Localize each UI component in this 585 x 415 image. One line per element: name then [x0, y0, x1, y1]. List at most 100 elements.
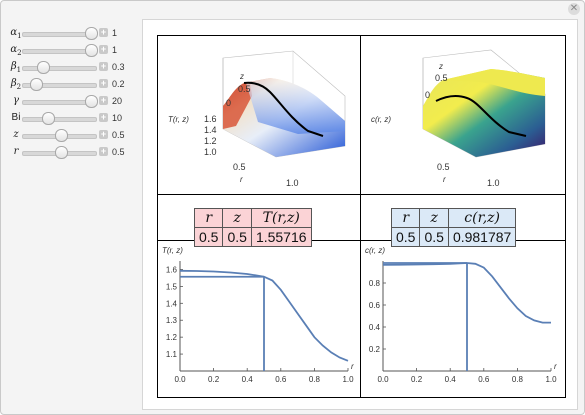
- slider-row: α2 +1: [6, 43, 136, 59]
- y-axis-label: c(r, z): [365, 246, 385, 255]
- x-tick-label: 0.4: [445, 375, 457, 384]
- y-tick-label: 1.3: [166, 316, 178, 325]
- x-tick-label: 0.8: [309, 375, 321, 384]
- expand-plus-icon[interactable]: +: [99, 146, 108, 156]
- x-axis-label: r: [554, 362, 557, 371]
- slider-thumb[interactable]: [85, 95, 99, 108]
- slider-row: Bi +10: [6, 111, 136, 127]
- temperature-surface-plot[interactable]: z 0.5 0 T(r, z) 1.6 1.4 1.2 1.0 0.5 r 1.…: [158, 36, 360, 194]
- slider-row: r +0.5: [6, 145, 136, 161]
- slider-label: r: [13, 146, 19, 157]
- slider-row: γ +20: [6, 94, 136, 110]
- slider-value: 10: [112, 113, 123, 123]
- svg-text:1.0: 1.0: [286, 178, 299, 188]
- x-tick-label: 1.0: [545, 375, 557, 384]
- expand-plus-icon[interactable]: +: [99, 95, 108, 105]
- y-tick-label: 0.6: [369, 301, 381, 310]
- y-axis-label: T(r, z): [162, 246, 183, 255]
- slider-track[interactable]: [22, 66, 97, 71]
- x-tick-label: 0.0: [174, 375, 186, 384]
- x-tick-label: 1.0: [342, 375, 354, 384]
- slider-row: β2 +0.2: [6, 77, 136, 93]
- slider-label: γ: [13, 95, 19, 106]
- expand-plus-icon[interactable]: +: [99, 27, 108, 37]
- slider-thumb[interactable]: [55, 129, 68, 142]
- svg-text:0.5: 0.5: [437, 162, 450, 172]
- slider-thumb[interactable]: [29, 78, 43, 91]
- concentration-surface-plot[interactable]: z 0.5 0 c(r, z) 0.5 r 1.0: [361, 36, 565, 194]
- svg-text:c(r, z): c(r, z): [371, 115, 391, 124]
- temperature-curve-3d: [243, 81, 324, 137]
- surf-t-xlabel: r: [240, 175, 243, 184]
- slider-value: 20: [112, 96, 123, 106]
- x-axis-label: r: [351, 362, 354, 371]
- svg-text:1.0: 1.0: [487, 178, 500, 188]
- slider-thumb[interactable]: [55, 146, 68, 159]
- expand-plus-icon[interactable]: +: [99, 44, 108, 54]
- x-tick-label: 0.2: [208, 375, 220, 384]
- svg-text:1.4: 1.4: [204, 125, 217, 135]
- temperature-value-table: r z T(r,z) 0.5 0.5 1.55716: [193, 208, 312, 247]
- x-tick-label: 0.6: [478, 375, 490, 384]
- svg-text:1.0: 1.0: [204, 147, 217, 157]
- close-icon[interactable]: ✕: [568, 3, 580, 15]
- slider-value: 0.5: [112, 130, 125, 140]
- slider-thumb[interactable]: [41, 112, 55, 125]
- svg-text:0: 0: [425, 90, 430, 100]
- slider-label: β2: [10, 78, 22, 91]
- svg-text:0.5: 0.5: [238, 84, 251, 94]
- expand-plus-icon[interactable]: +: [99, 112, 108, 122]
- svg-text:0: 0: [226, 98, 231, 108]
- slider-value: 1: [112, 45, 118, 55]
- x-tick-label: 0.6: [275, 375, 287, 384]
- x-tick-label: 0.2: [411, 375, 423, 384]
- svg-text:0.5: 0.5: [233, 162, 246, 172]
- slider-track[interactable]: [22, 83, 97, 88]
- y-tick-label: 0.8: [369, 279, 381, 288]
- slider-thumb[interactable]: [36, 61, 50, 74]
- output-panel: z 0.5 0 T(r, z) 1.6 1.4 1.2 1.0 0.5 r 1.…: [142, 19, 578, 410]
- slider-label: Bi: [11, 112, 21, 123]
- svg-text:1.2: 1.2: [204, 136, 217, 146]
- expand-plus-icon[interactable]: +: [99, 78, 108, 88]
- concentration-curve-3d: [435, 94, 527, 137]
- concentration-profile-chart[interactable]: 0.0 0.2 0.4 0.6 0.8 1.0 0.8 0.6 0.4 0.2 c(r, z) r: [361, 241, 565, 397]
- y-tick-label: 0.4: [369, 323, 381, 332]
- profile-curve: [179, 269, 349, 362]
- temperature-profile-chart[interactable]: 0.0 0.2 0.4 0.6 0.8 1.0 1.6 1.5 1.4 1.3 1.2 1.1 T(r,…: [158, 241, 360, 397]
- slider-value: 0.5: [112, 147, 125, 157]
- slider-thumb[interactable]: [85, 44, 99, 57]
- x-tick-label: 0.4: [242, 375, 254, 384]
- slider-thumb[interactable]: [85, 27, 99, 40]
- slider-label: z: [13, 129, 19, 140]
- svg-text:0.5: 0.5: [435, 73, 448, 83]
- slider-value: 0.3: [112, 62, 125, 72]
- slider-row: β1 +0.3: [6, 60, 136, 76]
- y-tick-label: 1.1: [166, 350, 178, 359]
- y-tick-label: 1.5: [166, 282, 178, 291]
- slider-row: z +0.5: [6, 128, 136, 144]
- y-tick-label: 0.2: [369, 345, 381, 354]
- svg-text:r: r: [443, 175, 446, 184]
- profile-curve: [382, 262, 551, 324]
- surf-t-zlabel: z: [239, 72, 244, 81]
- x-tick-label: 0.8: [512, 375, 524, 384]
- slider-label: α2: [10, 44, 22, 57]
- slider-value: 1: [112, 28, 118, 38]
- svg-text:1.6: 1.6: [204, 114, 217, 124]
- output-grid: z 0.5 0 T(r, z) 1.6 1.4 1.2 1.0 0.5 r 1.…: [157, 35, 566, 398]
- surf-t-ylabel: T(r, z): [168, 115, 189, 124]
- slider-value: 0.2: [112, 79, 125, 89]
- svg-text:z: z: [438, 62, 443, 71]
- concentration-value-table: r z c(r,z) 0.5 0.5 0.981787: [390, 208, 517, 247]
- slider-track[interactable]: [22, 117, 97, 122]
- y-tick-label: 1.2: [166, 333, 178, 342]
- expand-plus-icon[interactable]: +: [99, 61, 108, 71]
- expand-plus-icon[interactable]: +: [99, 129, 108, 139]
- x-tick-label: 0.0: [377, 375, 389, 384]
- slider-label: β1: [10, 61, 22, 74]
- slider-label: α1: [10, 27, 22, 40]
- y-tick-label: 1.6: [166, 265, 178, 274]
- slider-row: α1 +1: [6, 26, 136, 42]
- y-tick-label: 1.4: [166, 299, 178, 308]
